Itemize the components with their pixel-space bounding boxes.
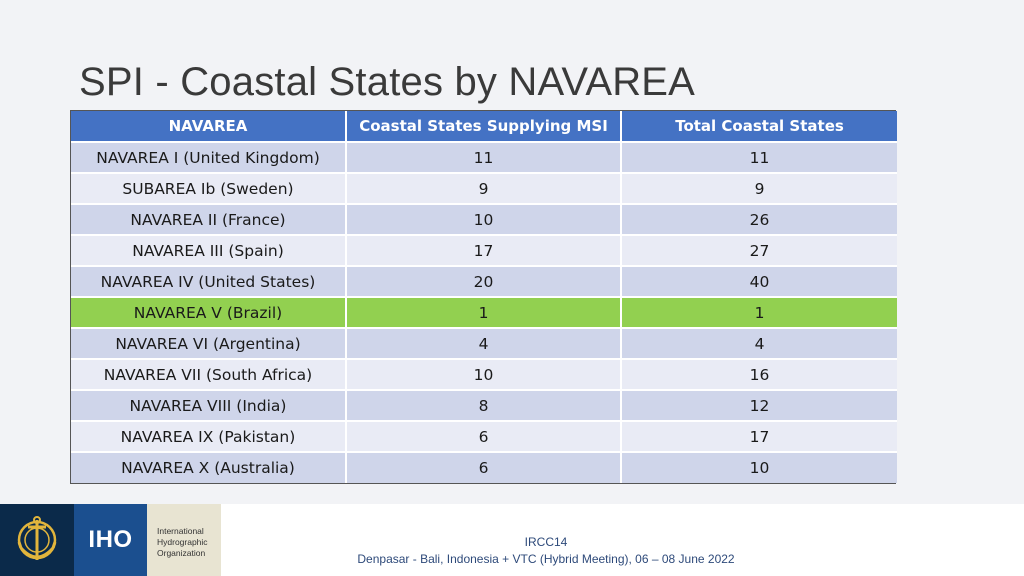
table-row-highlighted: NAVAREA V (Brazil) 1 1	[71, 296, 897, 328]
cell-supplying-msi: 20	[346, 265, 622, 297]
cell-total: 12	[621, 389, 897, 421]
cell-navarea: NAVAREA VI (Argentina)	[71, 327, 347, 359]
table-header-row: NAVAREA Coastal States Supplying MSI Tot…	[71, 111, 897, 142]
org-line: International	[157, 526, 204, 536]
table-row: NAVAREA III (Spain) 17 27	[71, 234, 897, 266]
cell-total: 16	[621, 358, 897, 390]
cell-navarea: NAVAREA IX (Pakistan)	[71, 420, 347, 452]
cell-navarea: NAVAREA V (Brazil)	[71, 296, 347, 328]
anchor-emblem-icon	[17, 516, 57, 560]
cell-navarea: NAVAREA VIII (India)	[71, 389, 347, 421]
cell-supplying-msi: 10	[346, 203, 622, 235]
organization-name: International Hydrographic Organization	[147, 504, 221, 576]
cell-total: 40	[621, 265, 897, 297]
table-row: NAVAREA IX (Pakistan) 6 17	[71, 420, 897, 452]
table-row: NAVAREA I (United Kingdom) 11 11	[71, 141, 897, 173]
cell-total: 4	[621, 327, 897, 359]
cell-navarea: NAVAREA X (Australia)	[71, 451, 347, 483]
table-row: SUBAREA Ib (Sweden) 9 9	[71, 172, 897, 204]
cell-supplying-msi: 10	[346, 358, 622, 390]
cell-supplying-msi: 8	[346, 389, 622, 421]
org-line: Organization	[157, 548, 206, 558]
cell-supplying-msi: 1	[346, 296, 622, 328]
cell-total: 9	[621, 172, 897, 204]
cell-total: 11	[621, 141, 897, 173]
footer-caption: IRCC14 Denpasar - Bali, Indonesia + VTC …	[290, 534, 802, 568]
cell-total: 10	[621, 451, 897, 483]
cell-navarea: NAVAREA VII (South Africa)	[71, 358, 347, 390]
column-header-supplying-msi: Coastal States Supplying MSI	[346, 111, 622, 142]
event-venue: Denpasar - Bali, Indonesia + VTC (Hybrid…	[357, 552, 735, 566]
column-header-total-coastal-states: Total Coastal States	[621, 111, 897, 142]
cell-supplying-msi: 6	[346, 420, 622, 452]
table-row: NAVAREA VI (Argentina) 4 4	[71, 327, 897, 359]
cell-total: 26	[621, 203, 897, 235]
iho-emblem-logo	[0, 504, 74, 576]
cell-navarea: NAVAREA I (United Kingdom)	[71, 141, 347, 173]
navarea-table: NAVAREA Coastal States Supplying MSI Tot…	[70, 110, 897, 484]
table-row: NAVAREA VIII (India) 8 12	[71, 389, 897, 421]
cell-supplying-msi: 17	[346, 234, 622, 266]
cell-navarea: NAVAREA II (France)	[71, 203, 347, 235]
table-row: NAVAREA VII (South Africa) 10 16	[71, 358, 897, 390]
cell-navarea: NAVAREA IV (United States)	[71, 265, 347, 297]
cell-supplying-msi: 9	[346, 172, 622, 204]
cell-navarea: NAVAREA III (Spain)	[71, 234, 347, 266]
column-header-navarea: NAVAREA	[71, 111, 347, 142]
cell-total: 1	[621, 296, 897, 328]
cell-total: 27	[621, 234, 897, 266]
cell-supplying-msi: 11	[346, 141, 622, 173]
cell-supplying-msi: 4	[346, 327, 622, 359]
cell-navarea: SUBAREA Ib (Sweden)	[71, 172, 347, 204]
footer: IHO International Hydrographic Organizat…	[0, 504, 1024, 576]
table-row: NAVAREA II (France) 10 26	[71, 203, 897, 235]
table-row: NAVAREA X (Australia) 6 10	[71, 451, 897, 483]
table-row: NAVAREA IV (United States) 20 40	[71, 265, 897, 297]
org-line: Hydrographic	[157, 537, 208, 547]
cell-supplying-msi: 6	[346, 451, 622, 483]
event-name: IRCC14	[524, 535, 568, 549]
cell-total: 17	[621, 420, 897, 452]
slide-title: SPI - Coastal States by NAVAREA	[79, 60, 696, 104]
iho-logo: IHO	[74, 504, 147, 576]
